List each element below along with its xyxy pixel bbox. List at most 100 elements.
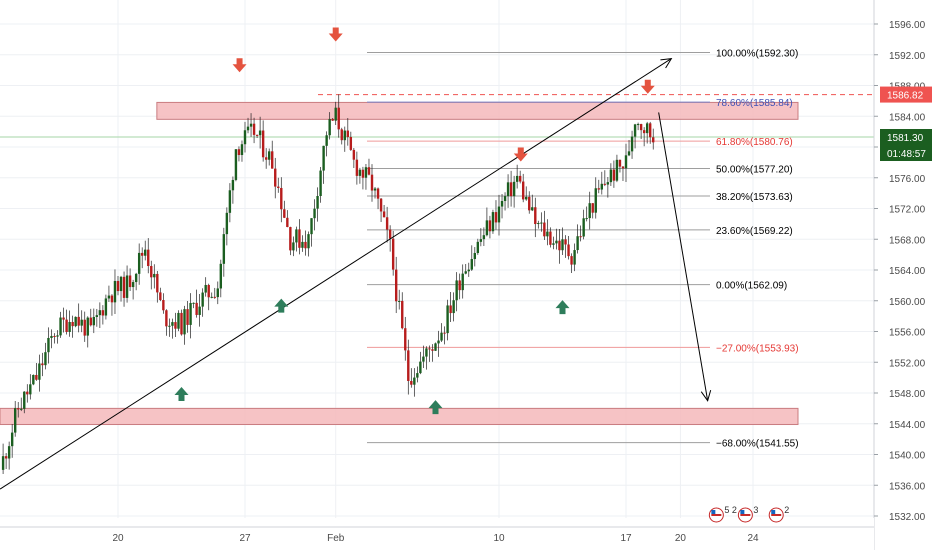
candle-down xyxy=(165,310,168,327)
candle-up xyxy=(537,222,540,225)
candle-down xyxy=(340,129,343,141)
candle-up xyxy=(222,234,226,264)
price-tick-label: 1552.00 xyxy=(889,358,926,369)
candle-up xyxy=(80,319,83,326)
price-tick-label: 1596.00 xyxy=(889,20,926,31)
candle-down xyxy=(116,280,120,292)
candle-up xyxy=(546,231,549,237)
candle-up xyxy=(343,130,346,141)
candle-up xyxy=(606,182,610,185)
candle-up xyxy=(301,241,304,248)
candle-down xyxy=(195,302,198,315)
candle-down xyxy=(431,349,434,351)
candle-down xyxy=(367,167,371,175)
candle-up xyxy=(295,229,298,243)
candle-up xyxy=(56,335,59,337)
candle-up xyxy=(491,212,495,232)
candle-down xyxy=(597,188,600,190)
candle-up xyxy=(228,190,232,213)
price-tick-label: 1548.00 xyxy=(889,389,926,400)
candle-down xyxy=(150,266,153,278)
candle-up xyxy=(627,151,631,156)
candle-down xyxy=(443,332,446,334)
candle-down xyxy=(17,408,20,410)
down-arrow-icon xyxy=(513,147,528,162)
candle-up xyxy=(1,456,5,470)
candle-up xyxy=(183,309,186,335)
candle-up xyxy=(540,222,543,224)
candle-up xyxy=(243,130,247,145)
up-arrow-icon xyxy=(555,300,570,315)
projection-arrow xyxy=(658,112,709,401)
candle-up xyxy=(246,126,250,131)
candle-up xyxy=(440,332,443,341)
candle-up xyxy=(515,175,519,182)
candle-down xyxy=(428,348,431,350)
candle-up xyxy=(74,316,77,327)
candle-up xyxy=(92,316,96,326)
candle-up xyxy=(32,374,35,385)
price-tick-label: 1584.00 xyxy=(889,112,926,123)
candle-down xyxy=(331,118,334,121)
candle-down xyxy=(271,151,274,169)
candle-up xyxy=(189,302,192,325)
candle-down xyxy=(567,244,570,257)
up-arrow-icon xyxy=(274,298,289,313)
candle-up xyxy=(455,280,458,301)
candle-up xyxy=(373,188,377,191)
candle-up xyxy=(38,363,41,380)
candle-down xyxy=(379,198,383,212)
candle-up xyxy=(419,361,422,374)
candle-up xyxy=(316,196,319,209)
flag-stripe xyxy=(740,514,751,516)
candle-down xyxy=(603,183,607,185)
candle-down xyxy=(564,239,567,245)
candle-up xyxy=(398,300,401,302)
candle-down xyxy=(35,374,38,380)
fib-label: 50.00%(1577.20) xyxy=(716,165,793,176)
flag-canton xyxy=(740,510,745,514)
candle-up xyxy=(425,348,428,357)
trendline-arrowhead xyxy=(660,57,673,69)
candle-down xyxy=(62,317,65,320)
candle-up xyxy=(131,282,135,288)
candle-down xyxy=(361,169,365,178)
event-badge: 3 xyxy=(737,505,758,523)
candle-up xyxy=(153,273,156,278)
down-arrow-icon xyxy=(328,27,343,42)
candle-up xyxy=(10,432,14,447)
candle-up xyxy=(364,167,368,178)
resistance-zone xyxy=(156,101,799,120)
candle-up xyxy=(177,312,180,329)
candle-down xyxy=(101,310,105,316)
time-tick-label: Feb xyxy=(327,533,345,544)
candle-up xyxy=(234,149,238,180)
time-axis: 20 27 Feb 10 17 20 24 xyxy=(0,518,874,550)
candle-up xyxy=(461,273,464,291)
candle-up xyxy=(594,188,597,213)
candle-down xyxy=(648,123,652,138)
fib-label: 23.60%(1569.22) xyxy=(716,226,793,237)
candle-down xyxy=(41,363,44,366)
candle-down xyxy=(147,249,150,267)
candle-up xyxy=(292,242,295,251)
candle-down xyxy=(174,322,177,329)
candle-up xyxy=(144,249,147,256)
candle-down xyxy=(128,275,132,288)
up-arrow-icon xyxy=(174,387,189,401)
last-price-tag-box xyxy=(880,129,932,146)
price-tick-label: 1576.00 xyxy=(889,174,926,185)
candle-down xyxy=(509,182,513,197)
candle-up xyxy=(416,373,419,378)
candle-down xyxy=(71,321,74,327)
support-zone xyxy=(0,407,799,426)
candle-up xyxy=(473,252,477,260)
up-arrow-icon xyxy=(428,400,443,415)
candle-up xyxy=(198,306,201,315)
candle-up xyxy=(322,145,325,171)
candle-up xyxy=(258,130,262,136)
candle-up xyxy=(446,305,449,334)
candle-down xyxy=(394,269,398,302)
time-tick-label: 10 xyxy=(493,533,505,544)
